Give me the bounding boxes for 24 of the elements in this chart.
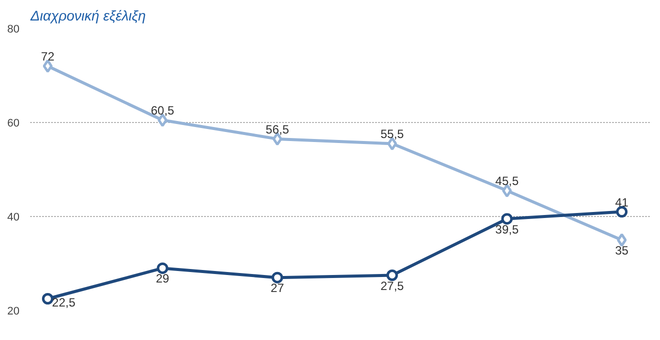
point [272, 272, 284, 284]
y-tick-label: 40 [7, 212, 20, 224]
data-label: 41 [615, 195, 629, 210]
data-label: 45,5 [495, 174, 519, 188]
data-label: 60,5 [150, 104, 175, 118]
data-label: 27,5 [380, 278, 404, 293]
point [616, 233, 627, 247]
point [42, 293, 54, 304]
point [501, 213, 513, 225]
point [386, 270, 398, 281]
data-label: 35 [615, 244, 629, 258]
chart-title: Διαχρονική εξέλιξη [30, 8, 146, 24]
data-label: 55,5 [380, 127, 404, 142]
data-label: 29 [156, 272, 170, 286]
data-label: 39,5 [495, 222, 519, 236]
point [616, 206, 628, 218]
point [156, 262, 168, 274]
data-label: 27 [270, 281, 284, 296]
y-tick-label: 80 [7, 24, 20, 36]
y-tick-label: 60 [7, 118, 20, 130]
y-tick-label: 20 [7, 306, 20, 318]
data-label: 72 [41, 50, 55, 64]
data-label: 22,5 [52, 295, 76, 310]
data-label: 56,5 [266, 122, 290, 136]
